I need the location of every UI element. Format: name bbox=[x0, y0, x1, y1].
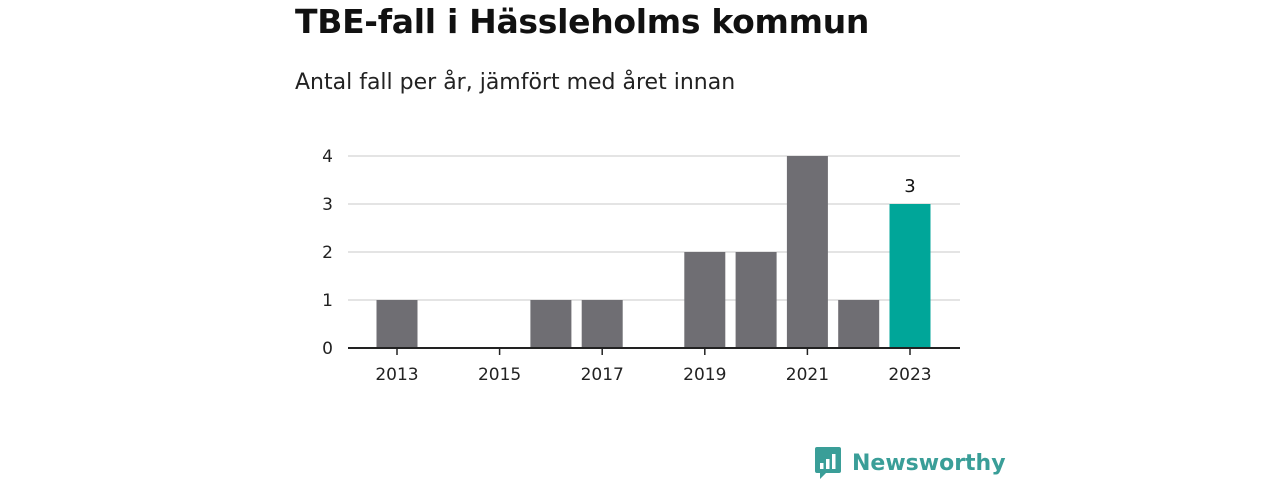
x-axis-ticks: 2013 2015 2017 2019 2021 2023 bbox=[375, 348, 932, 385]
bars bbox=[376, 156, 931, 348]
bar-2023 bbox=[889, 204, 931, 348]
y-tick-label: 3 bbox=[322, 195, 333, 215]
x-tick-label: 2017 bbox=[581, 365, 624, 385]
bar-2022 bbox=[838, 300, 880, 348]
y-axis-ticks: 0 1 2 3 4 bbox=[322, 147, 333, 359]
brand-name: Newsworthy bbox=[852, 450, 1006, 476]
y-tick-label: 2 bbox=[322, 243, 333, 263]
x-tick-label: 2019 bbox=[683, 365, 726, 385]
y-tick-label: 4 bbox=[322, 147, 333, 167]
bar-2017 bbox=[581, 300, 623, 348]
bar-2019 bbox=[684, 252, 726, 348]
x-tick-label: 2013 bbox=[375, 365, 418, 385]
bar-2013 bbox=[376, 300, 418, 348]
chart-title: TBE-fall i Hässleholms kommun bbox=[295, 2, 870, 41]
data-label-2023: 3 bbox=[904, 176, 915, 197]
bar-2020 bbox=[735, 252, 777, 348]
value-labels: 3 bbox=[904, 176, 915, 197]
bar-2016 bbox=[530, 300, 572, 348]
gridlines bbox=[348, 155, 960, 301]
y-tick-label: 0 bbox=[322, 339, 333, 359]
chart-subtitle: Antal fall per år, jämfört med året inna… bbox=[295, 70, 736, 95]
bar-chart-speech-bubble-icon bbox=[815, 447, 841, 479]
brand-logo: Newsworthy bbox=[814, 446, 1006, 480]
y-tick-label: 1 bbox=[322, 291, 333, 311]
bar-2021 bbox=[786, 156, 828, 348]
x-tick-label: 2023 bbox=[888, 365, 931, 385]
x-tick-label: 2021 bbox=[786, 365, 829, 385]
x-tick-label: 2015 bbox=[478, 365, 521, 385]
